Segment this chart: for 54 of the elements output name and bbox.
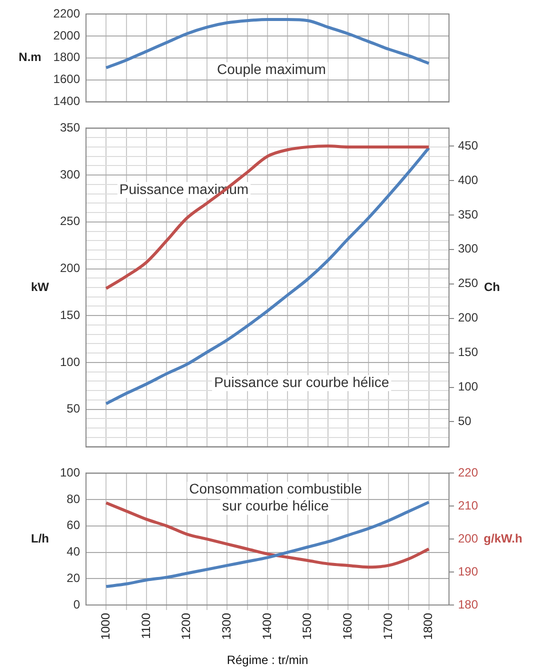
y-tick-label: 300 [60,167,80,182]
y2-tick-label: 210 [458,498,478,512]
y2-tick-label: 50 [458,414,472,428]
y2-tick-label: 400 [458,172,478,187]
y-tick-label: 100 [60,466,80,480]
y2-tick-label: 220 [458,466,478,480]
y-tick-label: 2000 [53,28,80,42]
y-tick-label: 150 [60,308,80,322]
y2-tick-label: 350 [458,207,478,222]
y-axis-title: N.m [18,50,42,64]
x-axis-title: Régime : tr/min [226,653,308,668]
y2-axis-title: g/kW.h [484,531,522,546]
y2-tick-label: 250 [458,276,478,290]
annotation: Puissance sur courbe hélice [214,374,390,390]
y2-tick-label: 150 [458,345,478,360]
line-series [104,144,430,290]
y2-tick-label: 100 [458,380,478,394]
x-tick-label: 1200 [179,612,194,640]
x-tick-label: 1000 [98,612,112,640]
annotation: Couple maximum [217,61,326,78]
y-tick-label: 200 [60,261,80,276]
y-tick-label: 100 [60,354,80,369]
y-tick-label: 60 [66,518,80,532]
y-tick-label: 20 [66,570,80,585]
y-tick-label: 80 [66,492,80,506]
y-tick-label: 350 [60,120,80,135]
y-tick-label: 1400 [53,94,80,108]
x-tick-label: 1100 [138,612,153,639]
x-tick-label: 1700 [380,612,395,640]
y2-tick-label: 190 [458,564,478,578]
line-series [104,501,430,569]
x-tick-label: 1500 [300,612,314,640]
y-axis-title: kW [31,280,50,294]
y-axis-title: L/h [31,531,49,546]
line-series [104,146,430,406]
x-tick-label: 1800 [421,612,436,640]
x-tick-label: 1300 [219,612,234,640]
y2-tick-label: 200 [458,531,478,546]
y2-axis-title: Ch [484,280,500,294]
y-tick-label: 1600 [53,72,80,86]
y-tick-label: 50 [66,402,80,416]
y-tick-label: 0 [73,597,80,612]
y2-tick-label: 200 [458,310,478,325]
y-tick-label: 40 [66,544,80,559]
annotation: Consommation combustible sur courbe hélice [189,480,362,514]
y2-tick-label: 300 [458,242,478,256]
x-tick-label: 1400 [260,612,274,640]
y-tick-label: 250 [60,214,80,228]
y2-tick-label: 450 [458,138,478,152]
line-series [104,500,430,588]
y2-tick-label: 180 [458,597,478,612]
x-tick-label: 1600 [340,612,354,640]
y-tick-label: 2200 [53,6,80,20]
y-tick-label: 1800 [53,50,80,64]
